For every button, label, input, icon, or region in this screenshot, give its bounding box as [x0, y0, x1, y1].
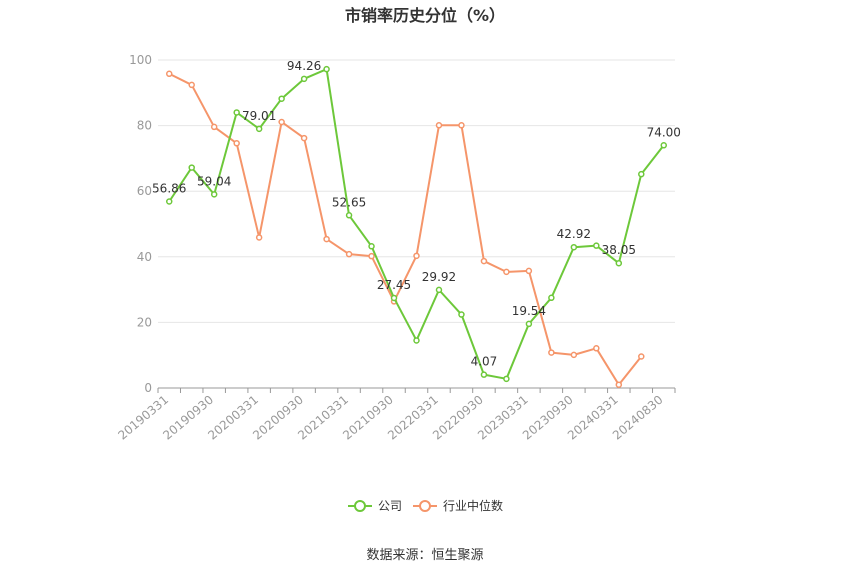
data-label: 42.92	[557, 227, 591, 241]
data-point[interactable]	[210, 191, 218, 198]
data-point[interactable]	[548, 294, 555, 302]
source-text: 数据来源：恒生聚源	[366, 548, 483, 563]
data-label: 29.92	[422, 270, 456, 284]
series-line-1	[168, 72, 643, 386]
data-label: 38.05	[602, 243, 636, 257]
data-point[interactable]	[660, 142, 668, 149]
legend-marker-industry	[419, 500, 431, 512]
data-point[interactable]	[165, 198, 173, 205]
data-label: 4.07	[471, 355, 498, 369]
data-point[interactable]	[188, 164, 195, 171]
chart-title: 市销率历史分位（%）	[345, 6, 505, 25]
data-point[interactable]	[615, 381, 623, 388]
data-point[interactable]	[233, 140, 240, 147]
data-point[interactable]	[278, 95, 285, 102]
data-point[interactable]	[345, 212, 353, 219]
data-point[interactable]	[345, 250, 353, 258]
data-point[interactable]	[548, 349, 555, 356]
data-point[interactable]	[458, 122, 465, 129]
data-point[interactable]	[390, 294, 398, 302]
data-point[interactable]	[525, 320, 533, 328]
data-point[interactable]	[593, 242, 600, 249]
y-tick-label: 60	[137, 184, 152, 198]
data-point[interactable]	[525, 267, 533, 275]
data-point[interactable]	[503, 375, 510, 383]
data-point[interactable]	[233, 109, 240, 116]
data-point[interactable]	[435, 122, 443, 129]
legend-item-industry[interactable]: 行业中位数	[413, 498, 503, 513]
data-point[interactable]	[368, 252, 375, 260]
data-point[interactable]	[278, 118, 285, 126]
legend-label-company: 公司	[378, 499, 402, 513]
data-label: 19.54	[512, 304, 546, 318]
data-point[interactable]	[210, 123, 218, 131]
data-label: 94.26	[287, 59, 321, 73]
y-tick-label: 100	[129, 53, 152, 67]
data-point[interactable]	[413, 252, 420, 260]
data-point[interactable]	[615, 259, 623, 267]
data-point[interactable]	[188, 81, 195, 89]
series-layer	[165, 65, 668, 388]
data-point[interactable]	[323, 235, 330, 243]
data-point[interactable]	[570, 243, 578, 251]
data-label: 52.65	[332, 195, 366, 209]
legend: 公司 行业中位数	[348, 498, 503, 513]
data-point[interactable]	[638, 170, 645, 178]
data-point[interactable]	[503, 268, 510, 276]
data-label: 59.04	[197, 174, 231, 188]
y-tick-label: 0	[144, 381, 152, 395]
data-point[interactable]	[300, 134, 308, 142]
data-label: 79.01	[242, 109, 276, 123]
data-point[interactable]	[458, 311, 465, 318]
legend-item-company[interactable]: 公司	[348, 499, 402, 513]
data-point[interactable]	[480, 257, 488, 265]
data-labels: 56.86 59.04 79.01 94.26 52.65 27.45 29.92 4.07 1…	[152, 59, 681, 369]
legend-marker-company	[354, 500, 366, 512]
data-label: 74.00	[647, 125, 681, 139]
data-point[interactable]	[300, 75, 308, 83]
data-point[interactable]	[435, 286, 443, 294]
data-point[interactable]	[638, 353, 645, 360]
y-tick-label: 40	[137, 250, 152, 264]
legend-label-industry: 行业中位数	[443, 498, 503, 513]
data-point[interactable]	[255, 234, 263, 241]
data-point[interactable]	[480, 371, 488, 378]
y-tick-label: 20	[137, 315, 152, 329]
y-axis: 0 20 40 60 80 100	[129, 53, 152, 395]
x-tick-label: 20240830	[610, 393, 666, 443]
data-point[interactable]	[165, 70, 173, 78]
data-point[interactable]	[413, 337, 420, 344]
grid	[158, 59, 675, 323]
y-tick-label: 80	[137, 119, 152, 133]
data-label: 56.86	[152, 181, 186, 195]
data-point[interactable]	[255, 125, 263, 133]
data-point[interactable]	[323, 65, 330, 73]
data-point[interactable]	[593, 345, 600, 352]
data-label: 27.45	[377, 278, 411, 292]
x-axis: 2019033120190930202003312020093020210331…	[115, 387, 676, 443]
data-point[interactable]	[368, 243, 375, 250]
data-point[interactable]	[570, 351, 578, 359]
